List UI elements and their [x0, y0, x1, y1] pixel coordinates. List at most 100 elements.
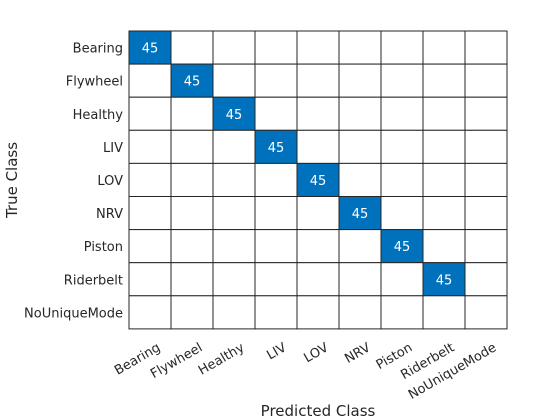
- matrix-cell: [380, 196, 424, 231]
- matrix-cell: [170, 30, 214, 65]
- matrix-cell: [170, 129, 214, 164]
- matrix-cell: [254, 229, 298, 264]
- matrix-cell: [422, 229, 466, 264]
- matrix-cell: [422, 129, 466, 164]
- matrix-cell: [170, 196, 214, 231]
- cell-value-label: 45: [184, 75, 201, 90]
- cell-value-label: 45: [268, 141, 285, 156]
- matrix-cell: [212, 162, 256, 197]
- x-tick-label: LIV: [264, 340, 289, 363]
- y-tick-label: Healthy: [73, 108, 124, 123]
- matrix-cell: [254, 295, 298, 330]
- matrix-cell: [128, 129, 172, 164]
- matrix-cell: [128, 30, 172, 65]
- matrix-cell: [464, 262, 508, 297]
- matrix-cell: [380, 262, 424, 297]
- matrix-cell: [212, 262, 256, 297]
- y-tick-label: NRV: [96, 207, 123, 222]
- matrix-cell: [422, 63, 466, 98]
- x-tick-label: LOV: [301, 340, 331, 366]
- matrix-cell: [338, 96, 382, 131]
- matrix-cell: [170, 295, 214, 330]
- matrix-cell: [128, 262, 172, 297]
- matrix-cell: [464, 162, 508, 197]
- matrix-cell: [338, 229, 382, 264]
- matrix-cell: [254, 30, 298, 65]
- matrix-cell: [380, 30, 424, 65]
- matrix-cell: [380, 96, 424, 131]
- matrix-cell: [338, 30, 382, 65]
- matrix-cell: [464, 129, 508, 164]
- matrix-cell: [380, 295, 424, 330]
- matrix-cell: [296, 295, 340, 330]
- matrix-cell: [254, 196, 298, 231]
- cell-value-label: 45: [394, 240, 411, 255]
- matrix-cell: [128, 162, 172, 197]
- matrix-cell: [422, 196, 466, 231]
- matrix-cell: [422, 96, 466, 131]
- x-tick-label: Healthy: [196, 340, 247, 378]
- y-tick-labels: Bearing Flywheel Healthy LIV LOV NRV Piston Rid…: [24, 42, 123, 322]
- matrix-cell: [212, 196, 256, 231]
- matrix-cell: [128, 229, 172, 264]
- cell-value-label: 45: [436, 273, 453, 288]
- matrix-cell: [464, 295, 508, 330]
- y-tick-label: LIV: [103, 141, 123, 156]
- matrix-cell: [212, 295, 256, 330]
- matrix-cell: [380, 129, 424, 164]
- matrix-cells: 45 45 45 45 45 45 45 45: [128, 30, 508, 330]
- cell-value-label: 45: [352, 207, 369, 222]
- matrix-cell: [422, 162, 466, 197]
- matrix-cell: [254, 63, 298, 98]
- matrix-cell: [296, 229, 340, 264]
- matrix-cell: [128, 63, 172, 98]
- matrix-cell: [296, 129, 340, 164]
- y-tick-label: NoUniqueMode: [24, 306, 123, 321]
- matrix-cell: [422, 262, 466, 297]
- y-tick-label: Riderbelt: [64, 273, 123, 288]
- matrix-cell: [464, 30, 508, 65]
- y-tick-label: LOV: [97, 174, 123, 189]
- matrix-cell: [170, 229, 214, 264]
- matrix-cell: [170, 262, 214, 297]
- matrix-cell: [170, 96, 214, 131]
- matrix-cell: [212, 63, 256, 98]
- matrix-cell: [296, 30, 340, 65]
- matrix-cell: [296, 96, 340, 131]
- matrix-cell: [464, 63, 508, 98]
- cell-value-label: 45: [142, 42, 159, 57]
- matrix-cell: [380, 162, 424, 197]
- matrix-cell: [296, 196, 340, 231]
- matrix-cell: [338, 129, 382, 164]
- matrix-cell: [338, 295, 382, 330]
- matrix-cell: [212, 129, 256, 164]
- matrix-cell: [422, 30, 466, 65]
- matrix-cell: [464, 229, 508, 264]
- y-tick-label: Flywheel: [66, 75, 123, 90]
- matrix-cell: [296, 63, 340, 98]
- matrix-cell: [212, 229, 256, 264]
- matrix-cell: [380, 63, 424, 98]
- matrix-cell: [338, 262, 382, 297]
- matrix-cell: [212, 30, 256, 65]
- y-tick-label: Bearing: [73, 42, 123, 57]
- cell-value-label: 45: [310, 174, 327, 189]
- matrix-cell: [170, 63, 214, 98]
- matrix-cell: [254, 162, 298, 197]
- matrix-cell: [464, 196, 508, 231]
- matrix-cell: [254, 262, 298, 297]
- matrix-cell: [254, 96, 298, 131]
- matrix-cell: [422, 295, 466, 330]
- y-axis-title: True Class: [3, 142, 21, 219]
- matrix-cell: [128, 196, 172, 231]
- matrix-cell: [296, 262, 340, 297]
- x-tick-label: NRV: [342, 340, 373, 367]
- y-tick-label: Piston: [84, 240, 123, 255]
- matrix-cell: [338, 196, 382, 231]
- x-axis-title: Predicted Class: [261, 402, 376, 420]
- matrix-cell: [338, 162, 382, 197]
- matrix-cell: [338, 63, 382, 98]
- cell-value-label: 45: [226, 108, 243, 123]
